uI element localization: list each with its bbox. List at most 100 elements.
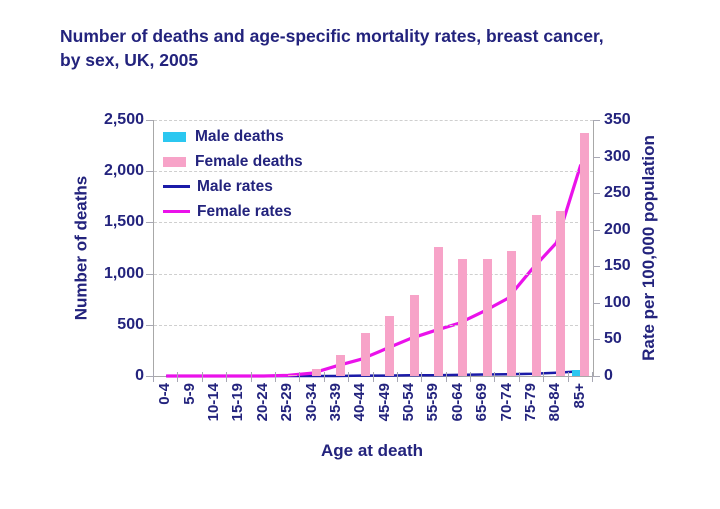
x-axis-tick	[372, 372, 374, 382]
x-axis-tick	[445, 372, 447, 382]
legend: Male deaths Female deaths Male rates Female…	[163, 124, 303, 224]
x-axis-tick-label: 85+	[570, 383, 588, 409]
x-axis-tick	[201, 372, 203, 382]
x-axis-tick	[567, 372, 569, 382]
left-axis-title-wrap: Number of deaths	[68, 114, 94, 382]
left-axis-tick	[146, 222, 153, 224]
legend-label-female-deaths: Female deaths	[195, 152, 303, 170]
bar-female-deaths-30-34	[312, 368, 322, 376]
x-axis-tick	[348, 372, 350, 382]
x-axis-tick-label: 35-39	[326, 383, 344, 422]
x-axis-tick-label: 30-34	[302, 383, 320, 422]
right-axis-tick-label: 50	[604, 330, 622, 348]
gridline-1000	[154, 273, 593, 275]
chart-title: Number of deaths and age-specific mortal…	[60, 26, 604, 71]
right-axis-tick-label: 150	[604, 257, 631, 275]
x-axis-tick-label: 5-9	[180, 383, 198, 405]
x-axis-tick	[274, 372, 276, 382]
bar-female-deaths-60-64	[458, 259, 468, 376]
right-axis-tick	[593, 156, 600, 158]
right-axis-tick	[593, 376, 600, 377]
x-axis-tick-label: 60-64	[448, 383, 466, 422]
left-axis-tick-label: 0	[135, 367, 144, 384]
right-axis-tick	[593, 266, 600, 268]
legend-label-male-deaths: Male deaths	[195, 127, 284, 145]
x-axis-tick-label: 15-19	[229, 383, 247, 422]
left-axis-tick	[146, 376, 153, 377]
right-axis-title: Rate per 100,000 population	[639, 135, 659, 361]
legend-item-female-deaths: Female deaths	[163, 149, 303, 174]
bar-female-deaths-50-54	[409, 295, 419, 376]
right-axis-tick-label: 200	[604, 220, 631, 238]
right-axis-tick	[593, 229, 600, 231]
bar-female-deaths-40-44	[360, 333, 370, 376]
gridline-1500	[154, 222, 593, 224]
legend-item-male-deaths: Male deaths	[163, 124, 303, 149]
x-axis-title: Age at death	[320, 441, 424, 460]
left-axis-tick	[146, 324, 153, 326]
left-axis-tick-label: 2,500	[103, 111, 144, 128]
left-axis-tick-label: 1,000	[103, 264, 144, 282]
x-axis-tick	[470, 372, 472, 382]
bar-female-deaths-65-69	[482, 259, 492, 376]
legend-item-female-rates: Female rates	[163, 199, 303, 224]
left-axis-tick-label: 500	[117, 315, 144, 333]
bar-female-deaths-80-84	[555, 211, 565, 376]
x-axis-tick-label: 10-14	[204, 383, 222, 422]
x-axis-tick	[518, 372, 520, 382]
bar-female-deaths-70-74	[507, 251, 517, 376]
gridline-500	[154, 324, 593, 326]
x-axis-tick-label: 25-29	[278, 383, 296, 422]
right-axis-tick-label: 100	[604, 293, 631, 311]
x-axis-tick	[250, 372, 252, 382]
x-axis-tick	[299, 372, 301, 382]
left-axis-tick-label: 1,500	[103, 213, 144, 231]
bar-female-deaths-45-49	[385, 315, 395, 376]
x-axis-tick	[153, 372, 154, 382]
x-axis-tick-label: 40-44	[351, 383, 369, 422]
right-axis-tick	[593, 339, 600, 341]
left-axis-tick	[146, 171, 153, 173]
x-axis-tick-label: 70-74	[497, 383, 515, 422]
legend-label-male-rates: Male rates	[197, 177, 273, 195]
x-axis-tick-label: 75-79	[522, 383, 540, 422]
legend-swatch-male-rates	[163, 185, 190, 188]
bar-female-deaths-85-	[580, 133, 590, 376]
left-axis-tick-label: 2,000	[103, 162, 144, 180]
x-axis-tick	[494, 372, 496, 382]
x-axis-tick	[543, 372, 545, 382]
x-axis-tick-label: 65-69	[473, 383, 491, 422]
x-axis-tick-label: 55-59	[424, 383, 442, 422]
bar-female-deaths-55-59	[433, 246, 443, 376]
right-axis-tick-label: 300	[604, 147, 631, 165]
gridline-2000	[154, 171, 593, 173]
right-axis-tick-label: 250	[604, 184, 631, 202]
x-axis-tick	[421, 372, 423, 382]
left-axis-title: Number of deaths	[71, 175, 90, 321]
legend-swatch-male-deaths	[163, 131, 186, 142]
x-axis-tick-label: 45-49	[375, 383, 393, 422]
gridline-2500	[154, 120, 593, 121]
x-axis-tick-label: 50-54	[400, 383, 418, 422]
bar-female-deaths-75-79	[531, 215, 541, 376]
x-axis-tick	[396, 372, 398, 382]
x-axis-tick	[323, 372, 325, 382]
x-axis-tick	[177, 372, 179, 382]
legend-swatch-female-deaths	[163, 156, 186, 167]
x-axis-tick-label: 80-84	[546, 383, 564, 422]
x-axis-tick-label: 20-24	[253, 383, 271, 422]
right-axis-tick	[593, 120, 600, 121]
legend-label-female-rates: Female rates	[197, 202, 292, 220]
right-axis-tick	[593, 193, 600, 195]
left-axis-tick	[146, 273, 153, 275]
plot-area	[153, 120, 594, 378]
right-axis-tick-label: 0	[604, 367, 613, 384]
legend-swatch-female-rates	[163, 210, 190, 213]
bar-female-deaths-25-29	[287, 374, 297, 376]
x-axis-tick-label: 0-4	[156, 383, 174, 405]
bar-male-deaths-85-	[572, 370, 581, 376]
right-axis-tick	[593, 302, 600, 304]
right-axis-tick-label: 350	[604, 111, 631, 128]
x-axis-tick	[592, 372, 593, 382]
